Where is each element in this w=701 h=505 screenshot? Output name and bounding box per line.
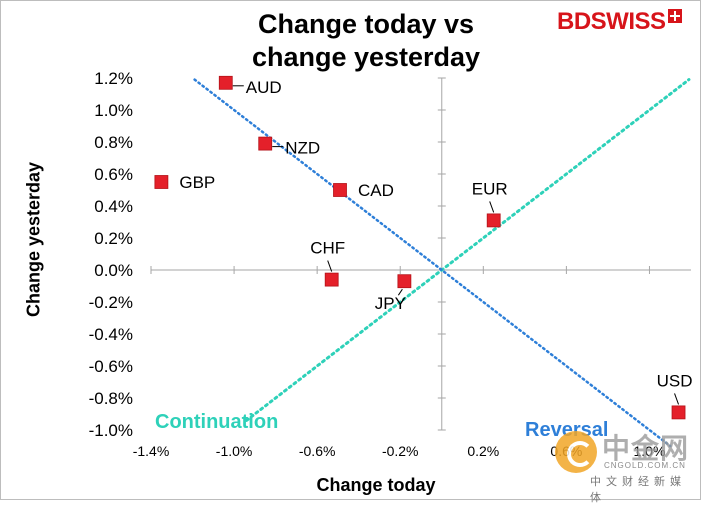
data-point-jpy bbox=[397, 274, 412, 289]
y-tick-label: -0.2% bbox=[89, 293, 133, 312]
data-point-gbp bbox=[154, 175, 169, 189]
cngold-watermark: 中金网 CNGOLD.COM.CN 中文财经新媒体 bbox=[550, 427, 700, 504]
leader-line bbox=[674, 393, 680, 405]
x-tick-label: -0.2% bbox=[382, 443, 419, 459]
leader-line bbox=[327, 260, 333, 272]
reversal-line bbox=[193, 78, 672, 448]
logo-text: BDSWISS bbox=[557, 8, 666, 35]
watermark-subtitle: 中文财经新媒体 bbox=[590, 476, 686, 504]
y-tick-label: 1.0% bbox=[94, 101, 133, 120]
leader-line bbox=[489, 201, 495, 213]
point-label-aud: AUD bbox=[246, 78, 282, 97]
x-tick-label: -1.0% bbox=[216, 443, 253, 459]
data-point-aud bbox=[218, 75, 233, 90]
y-tick-label: 0.4% bbox=[94, 197, 133, 216]
data-point-nzd bbox=[258, 136, 273, 151]
data-point-chf bbox=[324, 272, 339, 287]
y-tick-label: 0.6% bbox=[94, 165, 133, 184]
cngold-logo-icon bbox=[555, 431, 597, 473]
y-tick-label: 0.2% bbox=[94, 229, 133, 248]
y-tick-label: -1.0% bbox=[89, 421, 133, 440]
continuation-line bbox=[245, 78, 691, 422]
x-tick-label: 1.0% bbox=[634, 443, 666, 459]
point-label-cad: CAD bbox=[358, 181, 394, 200]
bdswiss-logo: BDSWISS bbox=[557, 8, 682, 36]
data-point-usd bbox=[671, 405, 686, 420]
y-tick-label: 1.2% bbox=[94, 69, 133, 88]
point-label-chf: CHF bbox=[310, 239, 345, 258]
point-label-jpy: JPY bbox=[375, 294, 406, 313]
x-axis-title: Change today bbox=[316, 475, 436, 495]
leader-line bbox=[397, 288, 403, 296]
data-point-cad bbox=[333, 183, 347, 197]
chart-title-line1: Change today vs bbox=[257, 9, 475, 39]
y-tick-label: -0.4% bbox=[89, 325, 133, 344]
y-axis-title: Change yesterday bbox=[23, 161, 44, 318]
x-tick-label: -0.6% bbox=[299, 443, 336, 459]
continuation-annotation: Continuation bbox=[155, 411, 279, 433]
point-label-usd: USD bbox=[657, 371, 693, 390]
chart-title-line2: change yesterday bbox=[251, 42, 481, 72]
swiss-cross-icon bbox=[667, 9, 682, 23]
watermark-site: CNGOLD.COM.CN bbox=[604, 461, 686, 470]
y-tick-label: 0.8% bbox=[94, 133, 133, 152]
y-tick-label: -0.6% bbox=[89, 357, 133, 376]
y-tick-label: 0.0% bbox=[94, 261, 133, 280]
x-tick-label: 0.2% bbox=[467, 443, 499, 459]
y-tick-label: -0.8% bbox=[89, 389, 133, 408]
watermark-text: 中金网 bbox=[602, 433, 690, 464]
point-label-eur: EUR bbox=[472, 179, 508, 198]
data-point-eur bbox=[486, 213, 501, 228]
point-label-nzd: NZD bbox=[285, 139, 320, 158]
x-tick-label: -1.4% bbox=[133, 443, 170, 459]
point-label-gbp: GBP bbox=[179, 173, 215, 192]
